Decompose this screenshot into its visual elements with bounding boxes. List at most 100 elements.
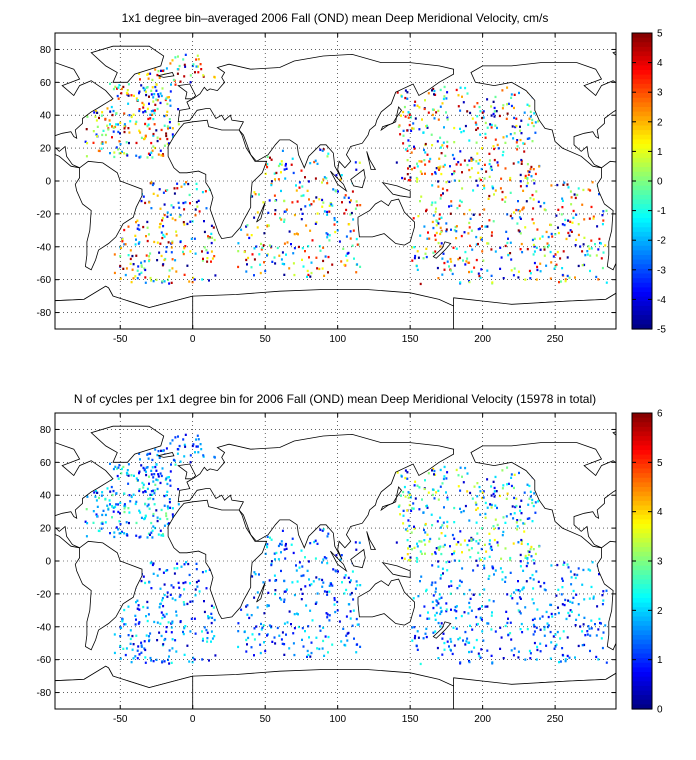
data-bin <box>425 247 428 250</box>
colorbar-segment <box>632 259 652 265</box>
data-bin <box>336 220 339 224</box>
colorbar-tick-label: 0 <box>657 177 663 188</box>
data-bin <box>406 553 409 556</box>
data-bin <box>512 274 515 277</box>
data-bin <box>306 649 309 653</box>
data-bin <box>352 609 355 612</box>
colorbar-segment <box>632 519 652 525</box>
data-bin <box>170 83 172 86</box>
data-bin <box>534 172 537 176</box>
data-bin <box>513 106 515 110</box>
data-bin <box>583 598 586 601</box>
data-bin <box>322 626 325 629</box>
data-bin <box>274 209 277 212</box>
data-bin <box>145 634 148 637</box>
data-bin <box>416 180 419 183</box>
data-bin <box>113 633 116 636</box>
colorbar-segment <box>632 264 652 270</box>
data-bin <box>509 632 512 635</box>
data-bin <box>159 603 162 606</box>
data-bin <box>520 542 523 545</box>
colorbar-segment <box>632 685 652 692</box>
data-bin <box>424 531 427 534</box>
data-bin <box>168 269 171 272</box>
data-bin <box>502 136 505 139</box>
data-bin <box>509 558 512 562</box>
data-bin <box>128 131 131 134</box>
data-bin <box>404 89 407 92</box>
data-bin <box>343 643 346 647</box>
data-bin <box>144 268 147 272</box>
data-bin <box>513 132 516 135</box>
data-bin <box>178 64 181 68</box>
data-bin <box>310 203 313 206</box>
data-bin <box>470 650 473 653</box>
data-bin <box>183 273 186 276</box>
data-bin <box>506 621 509 625</box>
data-bin <box>532 253 535 256</box>
data-bin <box>283 600 286 603</box>
data-bin <box>281 262 284 265</box>
data-bin <box>315 196 318 199</box>
data-bin <box>404 96 407 100</box>
data-bin <box>482 259 485 262</box>
data-bin <box>304 250 306 253</box>
data-bin <box>160 634 163 638</box>
data-bin <box>532 124 535 128</box>
data-bin <box>321 578 324 582</box>
colorbar-segment <box>632 42 652 48</box>
data-bin <box>433 469 436 473</box>
data-bin <box>120 472 123 475</box>
data-bin <box>481 605 483 608</box>
data-bin <box>584 634 587 637</box>
data-bin <box>306 275 308 278</box>
data-bin <box>431 173 434 176</box>
data-bin <box>169 506 172 509</box>
data-bin <box>561 197 564 200</box>
data-bin <box>142 195 145 198</box>
data-bin <box>488 159 491 162</box>
data-bin <box>150 110 153 113</box>
data-bin <box>560 213 563 216</box>
data-bin <box>127 507 130 510</box>
data-bin <box>435 491 438 494</box>
data-bin <box>202 74 205 77</box>
data-bin <box>437 621 440 625</box>
data-bin <box>434 250 437 253</box>
data-bin <box>273 574 276 577</box>
data-bin <box>462 509 465 513</box>
data-bin <box>152 96 155 99</box>
colorbar-segment <box>632 296 652 302</box>
data-bin <box>206 631 209 634</box>
data-bin <box>167 507 169 510</box>
data-bin <box>420 540 423 543</box>
data-bin <box>155 658 158 661</box>
data-bin <box>166 211 169 214</box>
data-bin <box>145 470 147 473</box>
data-bin <box>183 63 186 66</box>
data-bin <box>214 654 217 657</box>
data-bin <box>469 176 472 179</box>
data-bin <box>470 156 473 160</box>
data-bin <box>256 226 259 229</box>
data-bin <box>186 264 189 267</box>
data-bin <box>297 245 300 249</box>
data-bin <box>448 585 450 588</box>
data-bin <box>154 483 157 486</box>
colorbar-segment <box>632 644 652 650</box>
colorbar-tick-label: 0 <box>657 705 663 716</box>
data-bin <box>248 236 251 240</box>
data-bin <box>466 472 469 475</box>
data-bin <box>125 521 128 524</box>
data-bin <box>406 477 409 480</box>
data-bin <box>519 125 521 128</box>
data-bin <box>538 545 541 548</box>
data-bin <box>163 593 166 597</box>
data-bin <box>513 496 516 500</box>
data-bin <box>519 138 522 142</box>
data-bin <box>495 110 498 113</box>
data-bin <box>144 122 147 126</box>
data-bin <box>457 161 460 164</box>
colorbar-segment <box>632 130 652 136</box>
data-bin <box>203 230 206 234</box>
